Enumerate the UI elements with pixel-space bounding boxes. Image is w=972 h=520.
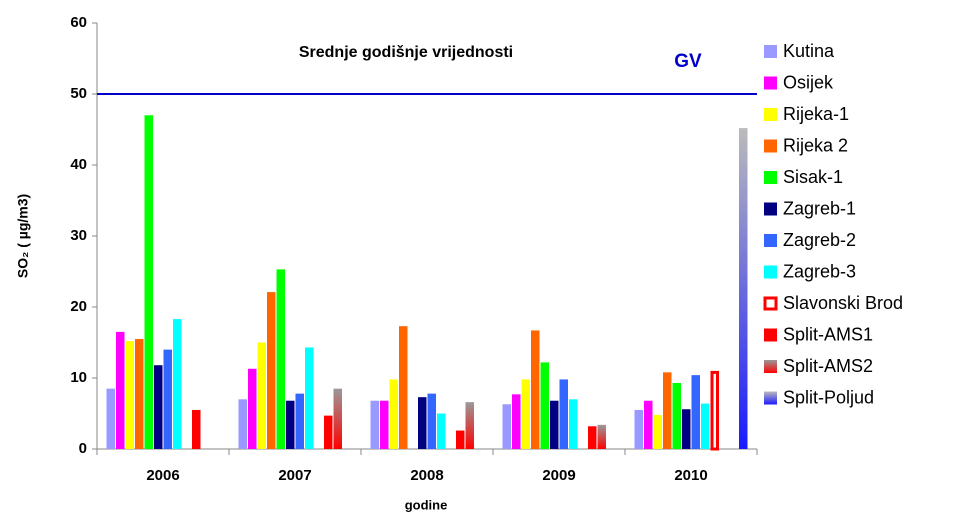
bar bbox=[550, 400, 559, 449]
bar bbox=[248, 368, 257, 449]
bar bbox=[135, 338, 144, 449]
y-tick-label: 0 bbox=[79, 440, 87, 457]
y-tick-label: 20 bbox=[70, 298, 87, 315]
bar bbox=[324, 415, 333, 449]
bar bbox=[540, 362, 549, 449]
bar bbox=[370, 400, 379, 449]
y-axis-label: SO₂ ( µg/m3) bbox=[15, 194, 31, 278]
legend-swatch bbox=[764, 139, 777, 153]
legend-label: Kutina bbox=[783, 41, 835, 61]
bar bbox=[644, 400, 653, 449]
legend-label: Zagreb-3 bbox=[783, 261, 856, 281]
legend-swatch bbox=[764, 202, 777, 216]
bar bbox=[305, 347, 314, 449]
bar bbox=[267, 292, 276, 449]
bar bbox=[238, 399, 247, 449]
legend-swatch bbox=[764, 328, 777, 342]
bar bbox=[588, 426, 597, 449]
chart-title: Srednje godišnje vrijednosti bbox=[299, 44, 513, 61]
bar bbox=[106, 388, 115, 449]
bar bbox=[173, 319, 182, 449]
bar bbox=[295, 393, 304, 449]
bar bbox=[465, 402, 474, 449]
bar bbox=[399, 326, 408, 449]
reference-label: GV bbox=[674, 51, 702, 72]
legend-label: Rijeka-1 bbox=[783, 104, 849, 124]
bar bbox=[144, 115, 153, 450]
legend-swatch bbox=[764, 265, 777, 279]
x-tick-label: 2009 bbox=[542, 467, 575, 484]
bar bbox=[437, 413, 446, 449]
bar bbox=[418, 397, 427, 449]
x-axis-label: godine bbox=[405, 497, 448, 512]
bar bbox=[276, 269, 285, 449]
legend-label: Rijeka 2 bbox=[783, 135, 848, 155]
legend-label: Split-AMS2 bbox=[783, 356, 873, 376]
bar bbox=[672, 382, 681, 449]
legend-label: Zagreb-2 bbox=[783, 230, 856, 250]
legend-label: Split-Poljud bbox=[783, 387, 874, 407]
bar bbox=[192, 409, 201, 449]
y-tick-label: 50 bbox=[70, 85, 87, 102]
y-tick-label: 10 bbox=[70, 369, 87, 386]
bar bbox=[380, 400, 389, 449]
bar bbox=[569, 399, 578, 449]
legend-swatch bbox=[764, 45, 777, 58]
bar bbox=[163, 349, 172, 449]
legend-swatch bbox=[764, 360, 777, 373]
x-tick-label: 2010 bbox=[674, 467, 707, 484]
y-tick-label: 30 bbox=[70, 227, 87, 244]
bar bbox=[559, 379, 568, 449]
bar bbox=[154, 365, 163, 449]
bar bbox=[739, 128, 748, 449]
bar bbox=[663, 372, 672, 449]
legend-swatch bbox=[763, 296, 778, 311]
bar bbox=[634, 409, 643, 449]
bar bbox=[125, 341, 134, 449]
bar bbox=[502, 404, 511, 449]
bar bbox=[653, 414, 662, 449]
legend-swatch bbox=[764, 108, 777, 121]
legend-swatch bbox=[764, 171, 777, 184]
x-tick-label: 2006 bbox=[146, 467, 179, 484]
bar bbox=[521, 379, 530, 449]
legend-swatch bbox=[764, 234, 777, 247]
legend-swatch bbox=[764, 76, 777, 90]
bar bbox=[691, 375, 700, 449]
bar bbox=[682, 409, 691, 449]
bar bbox=[333, 388, 342, 449]
bar bbox=[597, 424, 606, 449]
bar bbox=[427, 393, 436, 449]
bar bbox=[286, 400, 295, 449]
bar bbox=[116, 331, 125, 449]
legend-label: Sisak-1 bbox=[783, 167, 843, 187]
bar bbox=[701, 403, 710, 449]
x-tick-label: 2008 bbox=[410, 467, 443, 484]
bar bbox=[456, 430, 465, 449]
y-tick-label: 40 bbox=[70, 156, 87, 173]
bar bbox=[531, 330, 540, 449]
legend-label: Zagreb-1 bbox=[783, 198, 856, 218]
bar bbox=[710, 370, 719, 451]
legend-label: Osijek bbox=[783, 72, 834, 92]
bar bbox=[389, 379, 398, 449]
legend-label: Slavonski Brod bbox=[783, 293, 903, 313]
legend-label: Split-AMS1 bbox=[783, 324, 873, 344]
y-tick-label: 60 bbox=[70, 14, 87, 31]
legend-swatch bbox=[764, 391, 777, 405]
x-tick-label: 2007 bbox=[278, 467, 311, 484]
bar bbox=[257, 342, 266, 449]
bar bbox=[512, 394, 521, 449]
